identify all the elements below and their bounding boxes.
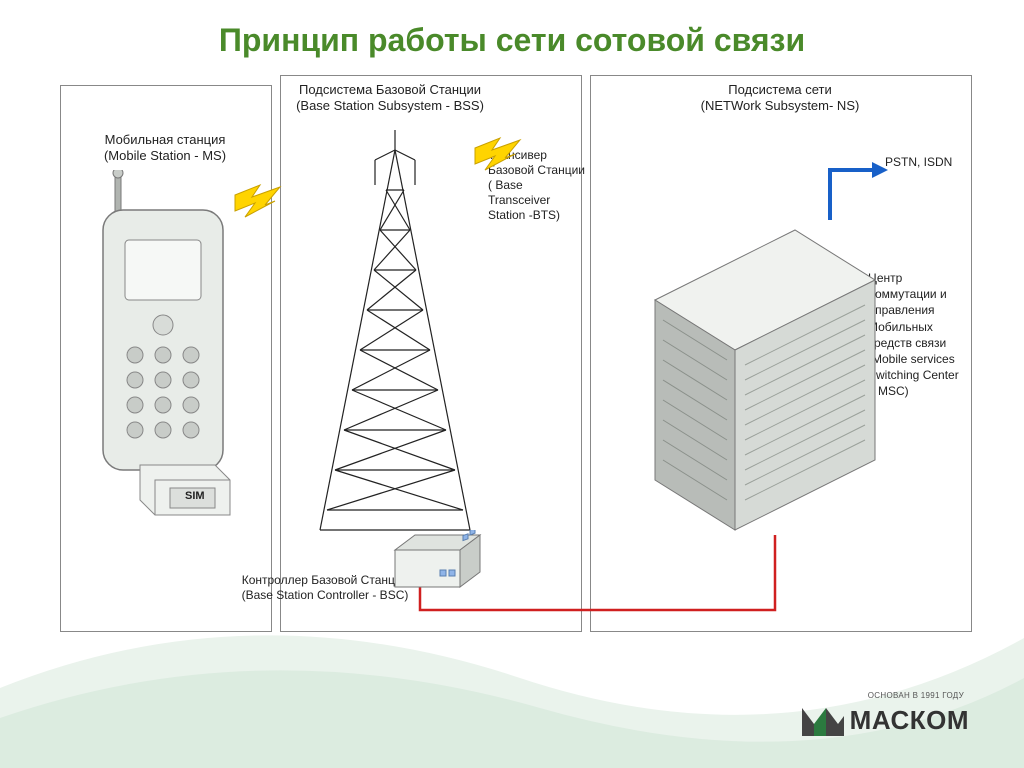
bss-heading-en: (Base Station Subsystem - BSS)	[296, 98, 484, 113]
pstn-arrow-icon	[820, 150, 910, 230]
mobile-phone-icon	[85, 170, 255, 540]
bsc-box-icon	[385, 530, 495, 600]
bss-heading: Подсистема Базовой Станции (Base Station…	[290, 82, 490, 115]
msc-cube-icon	[595, 210, 895, 550]
bss-heading-ru: Подсистема Базовой Станции	[299, 82, 481, 97]
ms-heading-ru: Мобильная станция	[105, 132, 226, 147]
lightning-bts-msc-icon	[470, 128, 540, 178]
logo: МАСКОМ	[800, 702, 969, 738]
sim-label: SIM	[185, 490, 205, 502]
tower-icon	[300, 130, 490, 550]
logo-tagline: ОСНОВАН В 1991 ГОДУ	[868, 691, 964, 700]
ms-heading: Мобильная станция (Mobile Station - MS)	[70, 132, 260, 165]
page-title: Принцип работы сети сотовой связи	[0, 22, 1024, 59]
logo-text: МАСКОМ	[850, 705, 969, 736]
lightning-ms-bts-icon	[230, 175, 300, 225]
bsc-en: (Base Station Controller - BSC)	[242, 588, 409, 602]
bts-en: ( Base Transceiver Station -BTS)	[488, 178, 560, 222]
logo-mark-icon	[800, 702, 844, 738]
ns-heading-en: (NETWork Subsystem- NS)	[701, 98, 860, 113]
ns-heading: Подсистема сети (NETWork Subsystem- NS)	[640, 82, 920, 115]
ms-heading-en: (Mobile Station - MS)	[104, 148, 226, 163]
bsc-ru: Контроллер Базовой Станции	[242, 573, 409, 587]
ns-heading-ru: Подсистема сети	[728, 82, 831, 97]
